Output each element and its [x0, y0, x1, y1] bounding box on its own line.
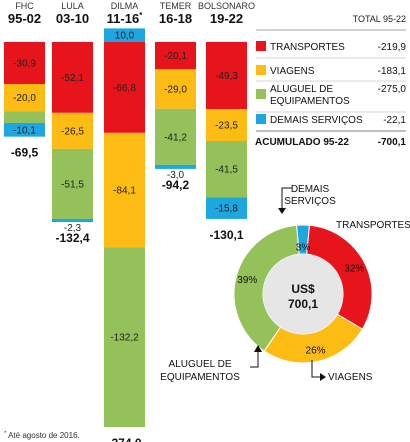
donut-leader-viagens [311, 360, 322, 378]
donut-label-aluguel-line1: ALUGUEL DE [169, 359, 232, 370]
bar-value-label: -41,2 [164, 132, 187, 143]
bar-total-temer: -94,2 [162, 178, 190, 192]
legend-value: -275,0 [378, 84, 407, 95]
arrow-head-icon [278, 208, 286, 214]
bar-segment-aluguel-de-equipamentos-1 [52, 148, 93, 219]
bar-segment-viagens-2 [104, 132, 145, 248]
bar-total-dilma: -274,0 [107, 436, 141, 442]
legend-value: -22,1 [383, 115, 406, 126]
legend-swatch [256, 41, 266, 51]
bar-segment-transportes-1 [52, 42, 93, 113]
bar-segment-demais-servi-os-1 [52, 218, 93, 223]
donut-leader-demais [281, 187, 292, 210]
legend-swatch [256, 89, 266, 99]
donut-pct-label: 32% [344, 263, 364, 274]
bar-segment-demais-servi-os-4 [206, 197, 247, 219]
donut-label-demais-line1: DEMAIS [291, 184, 330, 195]
bar-value-label: -2,3 [64, 223, 82, 234]
bar-value-label: 10,0 [115, 31, 135, 42]
bar-name-dilma: DILMA [111, 1, 139, 11]
bar-segment-demais-servi-os-3 [155, 164, 196, 169]
legend: TOTAL 95-22 TRANSPORTES -219,9 VIAGENS -183,… [255, 14, 406, 148]
bar-segment-transportes-2 [104, 42, 145, 133]
legend-value: -183,1 [378, 66, 407, 77]
bar-total-lula: -132,4 [55, 231, 89, 245]
footnote-text: Até agosto de 2016. [8, 431, 80, 440]
bar-value-label: -15,8 [215, 204, 238, 215]
bar-name-temer: TEMER [160, 1, 192, 11]
footnote: * Até agosto de 2016. [4, 428, 80, 440]
bar-value-label: -3,0 [167, 170, 185, 181]
bar-segment-viagens-3 [155, 69, 196, 109]
bar-segment-transportes-3 [155, 42, 196, 70]
donut-center-line2: 700,1 [288, 297, 318, 311]
legend-label: ALUGUEL DE [270, 84, 333, 95]
bar-value-label: -84,1 [113, 186, 136, 197]
bar-segment-demais-servi-os-2 [104, 28, 145, 42]
donut-leader-aluguel [250, 350, 259, 368]
bar-years-dilma: 11-16* [107, 11, 144, 26]
bar-value-label: -51,5 [61, 179, 84, 190]
donut-hole [263, 254, 343, 334]
bar-value-label: -52,1 [61, 73, 84, 84]
bar-value-label: -29,0 [164, 85, 187, 96]
donut-pct-label: 3% [296, 243, 311, 254]
donut-label-transportes: TRANSPORTES [336, 220, 410, 231]
bar-value-label: -26,5 [61, 126, 84, 137]
bar-name-fhc: FHC [15, 1, 34, 11]
accumulated-value: -700,1 [378, 137, 407, 148]
footnote-asterisk: * [4, 431, 7, 437]
legend-swatch [256, 65, 266, 75]
legend-label: TRANSPORTES [270, 42, 345, 53]
bar-segment-viagens-0 [4, 84, 45, 112]
donut-pct-label: 26% [306, 346, 326, 357]
bar-value-label: -30,9 [13, 59, 36, 70]
bar-name-lula: LULA [61, 1, 84, 11]
bar-segment-viagens-1 [52, 112, 93, 149]
stacked-bars: FHC95-02-30,9-20,0-8,6-10,1-69,5LULA03-1… [4, 1, 255, 442]
arrow-head-icon [254, 345, 262, 352]
legend-label: VIAGENS [270, 66, 315, 77]
donut-label-demais-line2: SERVIÇOS [284, 196, 336, 207]
bar-name-bolsonaro: BOLSONARO [198, 1, 255, 11]
bar-value-label: -23,5 [215, 121, 238, 132]
donut-label-viagens: VIAGENS [328, 372, 373, 383]
bar-segment-aluguel-de-equipamentos-3 [155, 108, 196, 165]
donut-center-line1: US$ [291, 282, 315, 296]
bar-value-label: -10,1 [13, 125, 36, 136]
donut-label-aluguel-line2: EQUIPAMENTOS [160, 372, 240, 383]
bar-value-label: -132,2 [110, 333, 139, 344]
legend-header: TOTAL 95-22 [353, 14, 406, 24]
bar-segment-aluguel-de-equipamentos-4 [206, 141, 247, 198]
bar-value-label: -66,8 [113, 83, 136, 94]
bar-years-temer: 16-18 [159, 11, 192, 26]
legend-value: -219,9 [378, 42, 407, 53]
bar-years-lula: 03-10 [56, 11, 89, 26]
legend-label: DEMAIS SERVIÇOS [270, 115, 363, 126]
asterisk: * [139, 11, 143, 20]
bar-years-bolsonaro: 19-22 [210, 11, 243, 26]
donut-pct-label: 39% [237, 275, 257, 286]
bar-value-label: -41,5 [215, 165, 238, 176]
bar-total-fhc: -69,5 [11, 146, 39, 160]
bar-value-label: -49,3 [215, 71, 238, 82]
bar-value-label: -20,1 [164, 51, 187, 62]
bar-segment-demais-servi-os-0 [4, 122, 45, 137]
bar-segment-aluguel-de-equipamentos-0 [4, 111, 45, 123]
bar-segment-viagens-4 [206, 109, 247, 142]
bar-segment-transportes-0 [4, 42, 45, 85]
arrow-head-icon [320, 373, 326, 381]
bar-total-bolsonaro: -130,1 [209, 228, 243, 242]
bar-years-fhc: 95-02 [8, 11, 41, 26]
legend-label-line2: EQUIPAMENTOS [270, 96, 350, 107]
legend-swatch [256, 114, 266, 124]
bar-segment-transportes-4 [206, 42, 247, 110]
accumulated-label: ACUMULADO 95-22 [255, 137, 349, 148]
bar-value-label: -20,0 [13, 93, 36, 104]
bar-segment-aluguel-de-equipamentos-2 [104, 247, 145, 428]
